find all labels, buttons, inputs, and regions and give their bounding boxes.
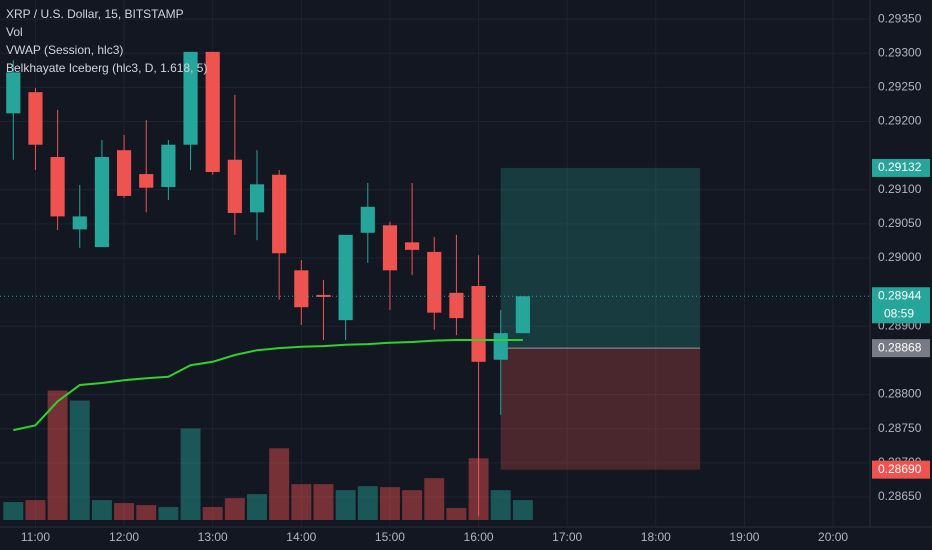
candle-body: [28, 92, 43, 145]
y-tick-label: 0.28800: [878, 387, 922, 401]
countdown-label: 08:59: [884, 306, 914, 320]
candle-body: [382, 225, 398, 271]
x-tick-label: 15:00: [375, 530, 405, 544]
x-tick-label: 16:00: [464, 530, 494, 544]
candle-body: [338, 234, 353, 321]
legend-item: Vol: [6, 25, 23, 39]
entry-price-label: 0.28868: [878, 340, 922, 354]
volume-bar: [25, 500, 46, 520]
y-tick-label: 0.29100: [878, 182, 922, 196]
candle-body: [316, 294, 331, 297]
chart-title: XRP / U.S. Dollar, 15, BITSTAMP: [6, 7, 184, 21]
volume-bar: [446, 508, 467, 520]
stop-price-label-bg: [872, 460, 930, 479]
candle-body: [471, 286, 486, 362]
candle-body: [272, 174, 287, 254]
y-tick-label: 0.29000: [878, 250, 922, 264]
x-tick-label: 12:00: [109, 530, 139, 544]
candle-body: [294, 270, 309, 308]
volume-bar: [202, 507, 223, 520]
x-tick-label: 19:00: [729, 530, 759, 544]
volume-bar: [114, 503, 135, 520]
volume-bar: [379, 487, 400, 520]
y-tick-label: 0.29050: [878, 216, 922, 230]
volume-bar: [490, 490, 511, 520]
last-price-label: 0.28944: [878, 288, 922, 302]
candle-body: [116, 150, 132, 196]
x-tick-label: 20:00: [818, 530, 848, 544]
x-tick-label: 11:00: [21, 530, 50, 544]
y-tick-label: 0.28750: [878, 421, 922, 435]
candle-body: [205, 51, 220, 173]
legend-item: VWAP (Session, hlc3): [6, 43, 123, 57]
candle-body: [94, 157, 110, 248]
x-tick-label: 17:00: [552, 530, 582, 544]
x-tick-label: 13:00: [198, 530, 228, 544]
volume-bar: [291, 484, 312, 520]
vwap-line: [13, 339, 523, 432]
candle-body: [493, 333, 508, 360]
candle-body: [6, 72, 21, 114]
y-tick-label: 0.29200: [878, 114, 922, 128]
volume-bar: [47, 390, 68, 520]
volume-bar: [402, 490, 423, 520]
candle-body: [50, 157, 65, 217]
target-price-label-bg: [872, 158, 930, 177]
volume-bars: [3, 390, 533, 520]
volume-bar: [313, 484, 334, 520]
candle-body: [183, 51, 198, 145]
candle-body: [515, 296, 530, 334]
volume-bar: [335, 490, 356, 520]
axes: 0.29350 0.29300 0.29250 0.29200 0.29100 0.290…: [21, 11, 930, 544]
overlay: [0, 295, 870, 432]
volume-bar: [247, 494, 267, 520]
candle-body: [449, 292, 464, 319]
candle-body: [161, 144, 176, 188]
stop-price-label: 0.28690: [878, 462, 922, 476]
candle-body: [360, 206, 375, 233]
volume-bar: [3, 502, 24, 520]
volume-bar: [69, 400, 90, 520]
x-tick-label: 14:00: [286, 530, 316, 544]
entry-price-label-bg: [872, 339, 930, 358]
volume-bar: [424, 478, 445, 520]
volume-bar: [357, 486, 378, 520]
candle-body: [249, 184, 265, 213]
volume-bar: [91, 500, 112, 520]
y-tick-label: 0.28650: [878, 489, 922, 503]
candle-body: [72, 216, 87, 230]
x-tick-label: 18:00: [641, 530, 671, 544]
volume-bar: [180, 428, 201, 520]
legend-item: Belkhayate Iceberg (hlc3, D, 1.618, 5): [6, 61, 207, 75]
candle-body: [405, 242, 420, 250]
candle-body: [227, 159, 242, 213]
volume-bar: [136, 505, 157, 520]
y-tick-label: 0.29300: [878, 45, 922, 59]
volume-bar: [512, 500, 533, 520]
volume-bar: [224, 498, 245, 520]
position-box: [500, 167, 701, 470]
y-tick-label: 0.29250: [878, 80, 922, 94]
last-price-bg: [872, 287, 930, 324]
stop-zone: [500, 348, 701, 470]
target-zone: [500, 167, 701, 349]
candle-body: [139, 174, 154, 188]
y-tick-label: 0.29350: [878, 11, 922, 25]
volume-bar: [269, 448, 290, 520]
target-price-label: 0.29132: [878, 160, 922, 174]
volume-bar: [158, 507, 179, 520]
candle-body: [427, 251, 442, 313]
